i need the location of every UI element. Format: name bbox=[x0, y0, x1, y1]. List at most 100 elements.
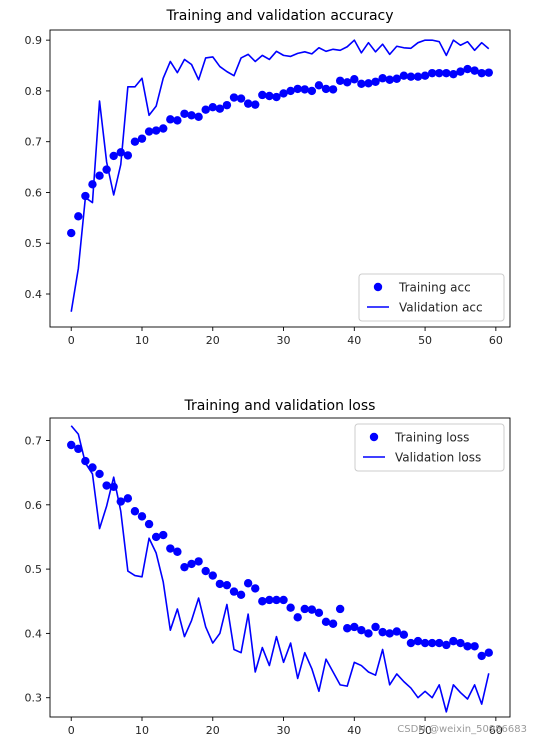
data-point bbox=[159, 124, 168, 133]
x-tick-label: 30 bbox=[277, 724, 291, 737]
data-point bbox=[137, 512, 147, 521]
data-point bbox=[350, 622, 359, 632]
legend-label: Training acc bbox=[398, 281, 471, 295]
y-tick-label: 0.5 bbox=[25, 237, 43, 250]
data-point bbox=[286, 86, 295, 96]
x-tick-label: 40 bbox=[347, 334, 361, 347]
data-point bbox=[399, 71, 409, 80]
data-point bbox=[343, 78, 352, 87]
data-point bbox=[392, 627, 401, 636]
data-point bbox=[159, 530, 168, 540]
data-point bbox=[357, 79, 366, 89]
data-point bbox=[477, 651, 486, 661]
data-point bbox=[109, 151, 118, 161]
data-point bbox=[144, 127, 154, 136]
data-point bbox=[215, 104, 225, 113]
data-point bbox=[279, 595, 288, 605]
data-point bbox=[470, 642, 479, 651]
data-point bbox=[364, 79, 373, 88]
data-point bbox=[123, 151, 133, 160]
data-point bbox=[385, 629, 394, 638]
y-tick-label: 0.9 bbox=[25, 34, 43, 47]
x-tick-label: 0 bbox=[68, 334, 75, 347]
data-point bbox=[314, 608, 324, 618]
y-tick-label: 0.6 bbox=[25, 499, 43, 512]
series-validation-loss bbox=[70, 425, 490, 713]
data-point bbox=[378, 74, 387, 83]
data-point bbox=[435, 638, 444, 648]
data-point bbox=[392, 74, 401, 83]
data-point bbox=[187, 111, 196, 120]
x-tick-label: 50 bbox=[418, 724, 432, 737]
data-point bbox=[229, 587, 239, 596]
series-line bbox=[70, 39, 490, 312]
data-point bbox=[399, 630, 409, 639]
x-tick-label: 30 bbox=[277, 334, 291, 347]
chart-panel-2: Training and validation loss 0 10 20 30 40 50 6… bbox=[25, 398, 511, 737]
data-point bbox=[427, 68, 437, 78]
data-point bbox=[300, 85, 309, 94]
data-point bbox=[371, 622, 380, 632]
data-point bbox=[378, 627, 387, 637]
data-point bbox=[74, 212, 83, 221]
plot-frame bbox=[49, 29, 511, 328]
series-line bbox=[70, 425, 490, 713]
x-tick-label: 60 bbox=[489, 334, 503, 347]
data-point bbox=[173, 116, 182, 125]
data-point bbox=[449, 636, 458, 646]
data-point bbox=[229, 93, 239, 102]
legend: Training loss Validation loss bbox=[354, 423, 505, 472]
data-point bbox=[201, 566, 210, 576]
data-point bbox=[406, 72, 416, 81]
data-point bbox=[88, 180, 97, 189]
data-point bbox=[427, 638, 437, 648]
watermark-text: CSDN @weixin_50986683 bbox=[397, 724, 527, 735]
legend-label: Validation loss bbox=[395, 451, 481, 465]
data-point bbox=[173, 547, 182, 556]
data-point bbox=[350, 75, 359, 84]
data-point bbox=[67, 228, 76, 238]
legend-label: Validation acc bbox=[399, 301, 483, 315]
data-point bbox=[293, 84, 302, 94]
data-point bbox=[243, 99, 253, 108]
data-point bbox=[314, 81, 324, 90]
data-point bbox=[222, 580, 232, 590]
data-point bbox=[335, 76, 345, 85]
data-point bbox=[208, 102, 217, 112]
data-point bbox=[243, 579, 253, 588]
legend: Training acc Validation acc bbox=[358, 273, 505, 322]
data-point bbox=[166, 544, 175, 553]
legend-dot-marker bbox=[373, 282, 383, 292]
data-point bbox=[251, 100, 260, 109]
data-point bbox=[456, 67, 465, 76]
data-point bbox=[95, 171, 104, 180]
data-point bbox=[215, 579, 225, 589]
x-tick-label: 0 bbox=[68, 724, 75, 737]
data-point bbox=[201, 105, 210, 114]
y-tick-label: 0.7 bbox=[25, 435, 43, 448]
data-point bbox=[484, 648, 493, 657]
data-point bbox=[343, 624, 352, 633]
data-point bbox=[166, 115, 175, 124]
data-point bbox=[406, 638, 416, 648]
chart-title: Training and validation loss bbox=[184, 398, 376, 414]
data-point bbox=[265, 91, 274, 101]
data-point bbox=[180, 562, 189, 572]
series-validation-acc bbox=[70, 39, 490, 312]
data-point bbox=[293, 613, 302, 622]
data-point bbox=[385, 75, 394, 84]
data-point bbox=[477, 68, 486, 78]
data-point bbox=[137, 134, 147, 143]
data-point bbox=[236, 590, 246, 600]
x-tick-label: 60 bbox=[489, 724, 503, 737]
y-tick-label: 0.4 bbox=[25, 627, 43, 640]
data-point bbox=[456, 638, 465, 648]
data-point bbox=[357, 625, 366, 635]
legend-label: Training loss bbox=[394, 431, 469, 445]
data-point bbox=[413, 72, 423, 81]
data-point bbox=[328, 85, 338, 94]
data-point bbox=[151, 532, 161, 542]
data-point bbox=[413, 636, 423, 646]
data-point bbox=[208, 571, 217, 580]
data-point bbox=[420, 638, 430, 648]
